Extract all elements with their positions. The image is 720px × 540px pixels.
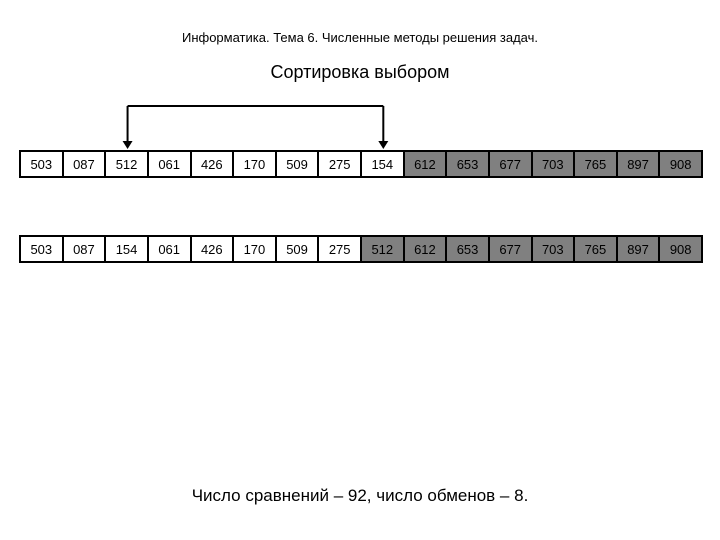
array-cell: 275 <box>319 152 362 176</box>
array-cell: 612 <box>405 237 448 261</box>
array-cell: 653 <box>447 237 490 261</box>
array-cell: 503 <box>21 237 64 261</box>
array-cell: 275 <box>319 237 362 261</box>
array-cell: 087 <box>64 237 107 261</box>
swap-arrow <box>19 102 705 150</box>
array-cell: 677 <box>490 152 533 176</box>
array-cell: 170 <box>234 237 277 261</box>
slide: Информатика. Тема 6. Численные методы ре… <box>0 0 720 540</box>
array-cell: 612 <box>405 152 448 176</box>
array-cell: 897 <box>618 237 661 261</box>
array-cell: 509 <box>277 152 320 176</box>
array-cell: 703 <box>533 152 576 176</box>
array-cell: 154 <box>106 237 149 261</box>
array-cell: 908 <box>660 152 703 176</box>
array-cell: 908 <box>660 237 703 261</box>
array-cell: 154 <box>362 152 405 176</box>
array-cell: 897 <box>618 152 661 176</box>
array-cell: 509 <box>277 237 320 261</box>
page-header: Информатика. Тема 6. Численные методы ре… <box>0 30 720 45</box>
array-cell: 677 <box>490 237 533 261</box>
array-cell: 503 <box>21 152 64 176</box>
page-title: Сортировка выбором <box>0 62 720 83</box>
array-cell: 703 <box>533 237 576 261</box>
array-cell: 426 <box>192 237 235 261</box>
array-cell: 061 <box>149 152 192 176</box>
array-cell: 765 <box>575 237 618 261</box>
array-cell: 087 <box>64 152 107 176</box>
array-cell: 061 <box>149 237 192 261</box>
array-cell: 170 <box>234 152 277 176</box>
array-cell: 512 <box>362 237 405 261</box>
array-cell: 653 <box>447 152 490 176</box>
array-row-1: 5030871540614261705092755126126536777037… <box>19 235 703 263</box>
array-cell: 765 <box>575 152 618 176</box>
array-cell: 426 <box>192 152 235 176</box>
array-row-0: 5030875120614261705092751546126536777037… <box>19 150 703 178</box>
array-cell: 512 <box>106 152 149 176</box>
footer-text: Число сравнений – 92, число обменов – 8. <box>0 486 720 506</box>
